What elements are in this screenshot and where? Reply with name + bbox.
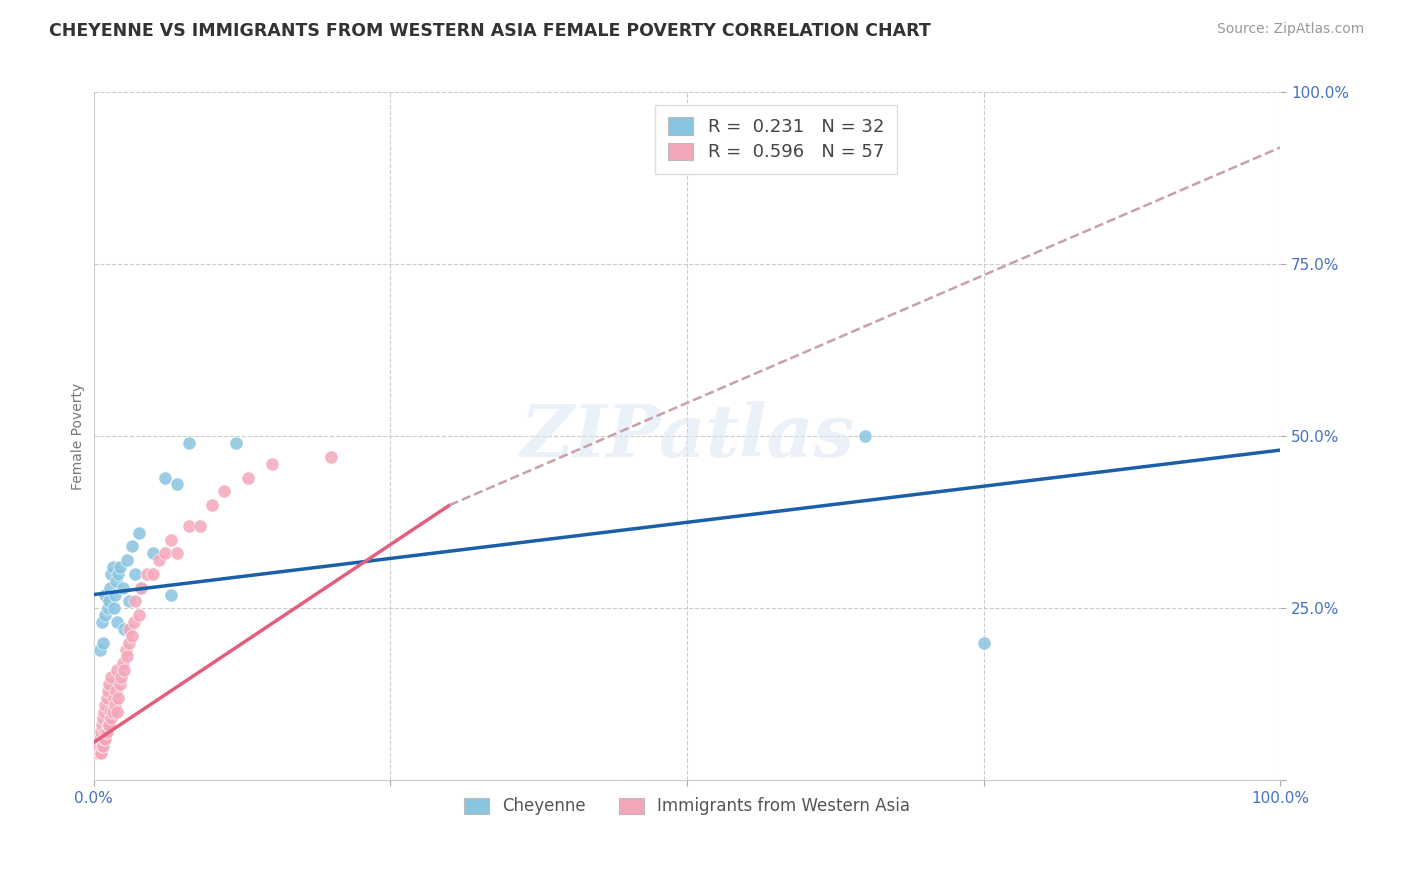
Point bbox=[159, 588, 181, 602]
Point bbox=[153, 546, 176, 560]
Point bbox=[93, 705, 115, 719]
Point bbox=[142, 546, 165, 560]
Point bbox=[129, 581, 152, 595]
Point bbox=[105, 663, 128, 677]
Point bbox=[110, 670, 132, 684]
Point bbox=[122, 615, 145, 629]
Point bbox=[98, 677, 121, 691]
Point bbox=[94, 732, 117, 747]
Point bbox=[104, 698, 127, 712]
Point bbox=[94, 588, 117, 602]
Point bbox=[177, 436, 200, 450]
Point bbox=[166, 546, 188, 560]
Point bbox=[96, 690, 118, 705]
Point bbox=[236, 470, 259, 484]
Point bbox=[115, 553, 138, 567]
Point bbox=[212, 484, 235, 499]
Point bbox=[225, 436, 247, 450]
Y-axis label: Female Poverty: Female Poverty bbox=[72, 383, 86, 490]
Point bbox=[94, 608, 117, 623]
Point bbox=[121, 629, 143, 643]
Point bbox=[100, 566, 122, 581]
Point bbox=[98, 594, 121, 608]
Point bbox=[118, 622, 141, 636]
Point bbox=[89, 642, 111, 657]
Point bbox=[87, 739, 110, 753]
Point bbox=[89, 732, 111, 747]
Point bbox=[97, 718, 120, 732]
Text: ZIPatlas: ZIPatlas bbox=[520, 401, 853, 472]
Point bbox=[129, 581, 152, 595]
Point bbox=[319, 450, 342, 464]
Point bbox=[201, 498, 224, 512]
Point bbox=[98, 718, 121, 732]
Point bbox=[112, 581, 135, 595]
Point bbox=[853, 429, 876, 443]
Point bbox=[91, 739, 114, 753]
Point bbox=[100, 670, 122, 684]
Point bbox=[105, 705, 128, 719]
Point bbox=[107, 690, 129, 705]
Point bbox=[142, 566, 165, 581]
Point bbox=[103, 690, 125, 705]
Point bbox=[93, 732, 115, 747]
Point bbox=[260, 457, 283, 471]
Point bbox=[128, 525, 150, 540]
Point bbox=[108, 560, 131, 574]
Point bbox=[98, 581, 121, 595]
Point bbox=[94, 698, 117, 712]
Point bbox=[112, 663, 135, 677]
Point bbox=[124, 594, 146, 608]
Point bbox=[118, 636, 141, 650]
Point bbox=[90, 725, 112, 739]
Point bbox=[91, 711, 114, 725]
Point bbox=[91, 636, 114, 650]
Point bbox=[112, 622, 135, 636]
Point bbox=[105, 615, 128, 629]
Point bbox=[118, 594, 141, 608]
Point bbox=[101, 705, 124, 719]
Point bbox=[90, 615, 112, 629]
Point bbox=[90, 739, 112, 753]
Point bbox=[973, 636, 995, 650]
Point bbox=[104, 588, 127, 602]
Point bbox=[105, 574, 128, 588]
Point bbox=[89, 746, 111, 760]
Point bbox=[121, 540, 143, 554]
Point bbox=[94, 725, 117, 739]
Point bbox=[107, 566, 129, 581]
Point bbox=[190, 518, 212, 533]
Point bbox=[90, 746, 112, 760]
Point bbox=[103, 601, 125, 615]
Point bbox=[112, 657, 135, 671]
Point bbox=[115, 649, 138, 664]
Point bbox=[148, 553, 170, 567]
Point bbox=[159, 533, 181, 547]
Point bbox=[98, 705, 121, 719]
Point bbox=[90, 718, 112, 732]
Text: Source: ZipAtlas.com: Source: ZipAtlas.com bbox=[1216, 22, 1364, 37]
Point bbox=[105, 684, 128, 698]
Legend: Cheyenne, Immigrants from Western Asia: Cheyenne, Immigrants from Western Asia bbox=[456, 789, 918, 823]
Point bbox=[101, 560, 124, 574]
Point bbox=[114, 642, 136, 657]
Point bbox=[153, 470, 176, 484]
Point bbox=[86, 746, 108, 760]
Point bbox=[124, 566, 146, 581]
Point bbox=[100, 711, 122, 725]
Text: CHEYENNE VS IMMIGRANTS FROM WESTERN ASIA FEMALE POVERTY CORRELATION CHART: CHEYENNE VS IMMIGRANTS FROM WESTERN ASIA… bbox=[49, 22, 931, 40]
Point bbox=[128, 608, 150, 623]
Point bbox=[136, 566, 159, 581]
Point bbox=[108, 677, 131, 691]
Point bbox=[97, 684, 120, 698]
Point bbox=[166, 477, 188, 491]
Point bbox=[177, 518, 200, 533]
Point bbox=[97, 601, 120, 615]
Point bbox=[96, 725, 118, 739]
